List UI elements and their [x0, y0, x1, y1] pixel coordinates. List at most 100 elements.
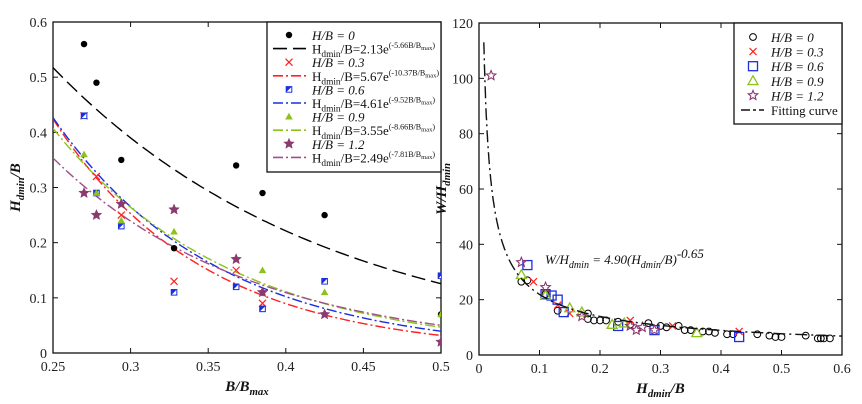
- data-point: [575, 309, 588, 322]
- data-point: [553, 306, 562, 315]
- marker-square-half: [118, 223, 124, 229]
- text-part: /B=3.55e: [341, 123, 389, 138]
- legend-marker: [285, 112, 293, 120]
- left-plot-area: [53, 40, 441, 347]
- fit-curve: [53, 118, 441, 337]
- data-point: [258, 266, 267, 274]
- subscript: dmin: [321, 132, 341, 142]
- data-point: [529, 277, 538, 286]
- legend-marker: [749, 33, 757, 41]
- data-point: [648, 323, 661, 336]
- subscript: dmin: [569, 260, 589, 271]
- legend-label: Hdmin​/B=3.55e​(-8.66B/Bmax​)​: [312, 123, 435, 142]
- y-tick-label: 0.1: [30, 292, 48, 307]
- subscript: dmin: [321, 77, 341, 87]
- y-tick-label: 60: [459, 183, 473, 198]
- text-part: H: [8, 199, 24, 213]
- subscript: dmin: [321, 50, 341, 60]
- right-plot-area: [483, 42, 842, 343]
- data-point: [690, 326, 703, 338]
- marker-square-half: [171, 290, 177, 295]
- data-point: [437, 272, 441, 280]
- data-point: [539, 289, 552, 300]
- y-tick-label: 0.3: [30, 182, 48, 197]
- data-point: [92, 189, 101, 196]
- data-point: [320, 288, 329, 296]
- data-point: [118, 156, 125, 164]
- text-part: ): [432, 96, 435, 105]
- legend-marker: [747, 61, 759, 72]
- text-part: max: [425, 72, 437, 79]
- text-part: ): [432, 123, 435, 132]
- y-tick-label: 0.2: [30, 237, 48, 252]
- legend-label: H/B = 0: [770, 30, 814, 45]
- data-point: [168, 203, 180, 215]
- text-part: B/B: [224, 379, 249, 395]
- data-point: [321, 211, 328, 219]
- marker-square-half: [286, 87, 292, 92]
- legend-label: H/B = 0.6: [311, 82, 365, 97]
- marker-square: [80, 112, 88, 120]
- marker-square-half: [260, 306, 265, 312]
- text-part: /B=5.67e: [341, 69, 389, 84]
- data-point: [662, 323, 671, 332]
- data-point: [765, 331, 774, 340]
- marker-square: [117, 222, 125, 230]
- text-part: (-7.81B/B: [389, 150, 421, 159]
- data-point: [753, 330, 762, 339]
- data-point: [256, 286, 269, 298]
- data-point: [232, 283, 240, 291]
- text-part: -0.65: [677, 246, 705, 261]
- legend-label: H/B = 0: [311, 28, 355, 43]
- text-part: H: [312, 69, 321, 84]
- data-point: [734, 331, 745, 343]
- subscript: dmin: [321, 105, 341, 115]
- data-point: [80, 40, 88, 48]
- x-axis-label: B/Bmax​: [224, 379, 269, 398]
- y-tick-label: 0.5: [30, 71, 48, 86]
- x-tick-label: 0.2: [591, 362, 609, 377]
- legend-label: H/B = 1.2: [770, 88, 824, 103]
- right-chart-panel: 0 0.1 0.2 0.3 0.4 0.5 0.6 0 20 40 60 80 100 120 Hdmin​…: [434, 17, 851, 400]
- subscript: dmin: [15, 177, 27, 200]
- data-point: [232, 266, 241, 275]
- text-part: (-10.37B/B: [389, 68, 425, 77]
- data-point: [636, 320, 649, 333]
- x-tick-label: 0.5: [773, 362, 791, 377]
- legend-label: H/B = 0.3: [770, 45, 824, 60]
- data-point: [117, 216, 126, 224]
- y-tick-label: 0: [466, 349, 473, 364]
- data-point: [723, 330, 731, 339]
- left-chart-panel: 0.25 0.3 0.35 0.4 0.45 0.5 0 0.1 0.2 0.3 0.4 0.5 0.6…: [8, 16, 450, 398]
- text-part: max: [421, 45, 433, 52]
- text-part: /B: [8, 163, 24, 178]
- y-tick-label: 120: [452, 17, 473, 32]
- text-part: H: [312, 42, 321, 57]
- legend-label: Hdmin​/B=2.49e​(-7.81B/Bmax​)​: [312, 150, 435, 169]
- text-part: H: [635, 381, 649, 397]
- text-part: H: [312, 123, 321, 138]
- text-part: (-5.66B/B: [389, 41, 421, 50]
- x-tick-label: 0.4: [712, 362, 730, 377]
- legend-label: H/B = 0.3: [311, 55, 365, 70]
- text-part: ): [432, 41, 435, 50]
- x-tick-label: 0.3: [122, 360, 140, 375]
- data-point: [115, 197, 128, 210]
- marker-square: [170, 289, 178, 296]
- data-point: [801, 331, 810, 340]
- x-tick-label: 0: [476, 362, 483, 377]
- text-part: H: [312, 150, 321, 165]
- legend-marker: [746, 74, 760, 86]
- data-point: [93, 79, 100, 86]
- data-point: [705, 327, 713, 336]
- data-point: [590, 316, 598, 325]
- data-point: [539, 280, 552, 293]
- text-part: W/H: [545, 252, 569, 267]
- legend-label: H/B = 1.2: [311, 137, 365, 152]
- marker-square: [285, 86, 293, 93]
- x-tick-label: 0.6: [833, 362, 851, 377]
- fit-curve: [53, 127, 441, 328]
- x-tick-label: 0.1: [531, 362, 549, 377]
- data-point: [170, 244, 178, 252]
- text-part: ): [432, 150, 435, 159]
